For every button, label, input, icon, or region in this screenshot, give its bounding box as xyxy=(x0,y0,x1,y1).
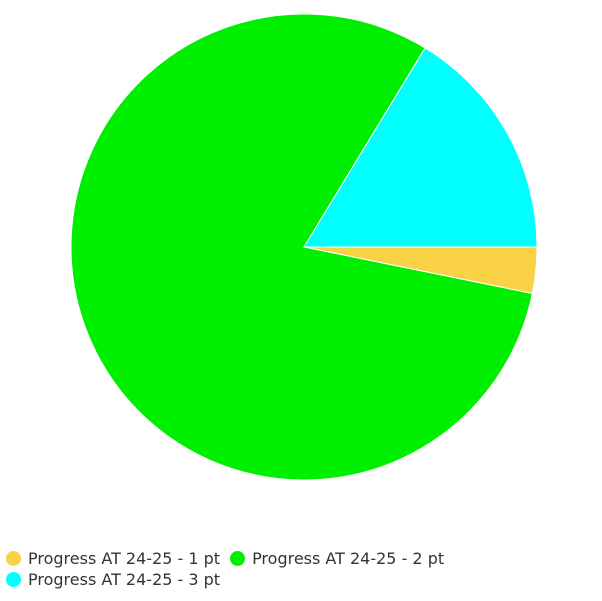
legend-label-1pt: Progress AT 24-25 - 1 pt xyxy=(28,549,221,568)
legend-label-3pt: Progress AT 24-25 - 3 pt xyxy=(28,570,221,589)
legend-item-3pt[interactable]: Progress AT 24-25 - 3 pt xyxy=(6,570,220,589)
legend-marker-1pt-icon xyxy=(6,551,21,566)
legend-label-2pt: Progress AT 24-25 - 2 pt xyxy=(252,549,445,568)
chart-legend: Progress AT 24-25 - 1 pt Progress AT 24-… xyxy=(6,549,602,589)
pie-slice-3pt[interactable] xyxy=(303,47,538,248)
pie-chart xyxy=(70,13,538,481)
legend-item-1pt[interactable]: Progress AT 24-25 - 1 pt xyxy=(6,549,220,568)
legend-item-2pt[interactable]: Progress AT 24-25 - 2 pt xyxy=(230,549,444,568)
legend-marker-3pt-icon xyxy=(6,572,21,587)
legend-marker-2pt-icon xyxy=(230,551,246,566)
pie-slice-2pt[interactable] xyxy=(70,13,533,481)
